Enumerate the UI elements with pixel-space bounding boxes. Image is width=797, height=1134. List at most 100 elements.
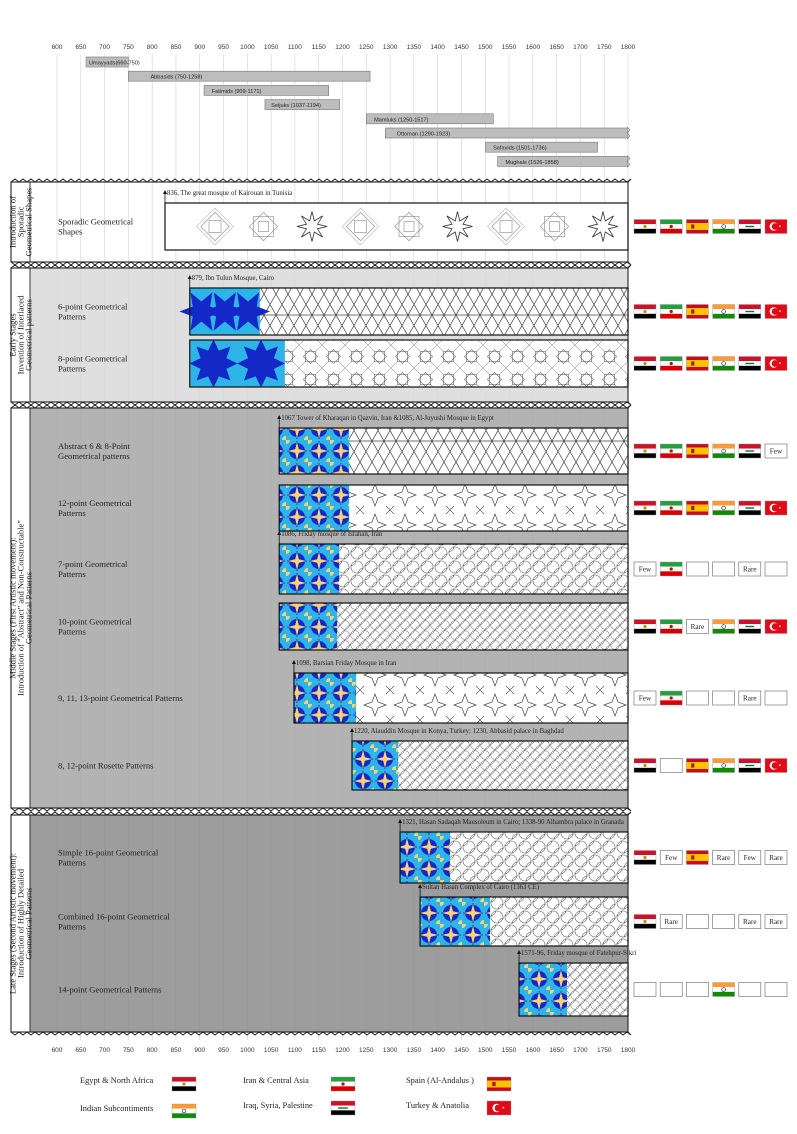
strip-frame <box>518 962 629 1017</box>
dynasty-label: Ottoman (1290-1923) <box>397 132 451 138</box>
flag-eg-icon <box>633 500 657 516</box>
sporadic-shape <box>248 211 279 242</box>
strip-frame <box>189 287 629 336</box>
flag-tr-icon <box>764 758 788 773</box>
region-cell <box>659 914 683 929</box>
dynasty-bar <box>128 70 371 82</box>
axis-tick-bottom: 1400 <box>430 1047 445 1054</box>
zigzag-border <box>10 401 632 406</box>
pattern-fill <box>279 603 628 650</box>
colored-star <box>202 292 247 331</box>
dynasty-bar <box>203 85 330 96</box>
stage-label-line: Geometrical Patterns <box>24 887 34 960</box>
row-label: 8, 12-point Rosette Patterns <box>58 761 154 771</box>
region-cells <box>633 500 788 516</box>
region-cell <box>686 619 709 634</box>
row-label: Geometrical patterns <box>58 451 130 461</box>
legend-label: Iraq, Syria, Palestine <box>243 1101 313 1110</box>
region-cell <box>712 914 735 929</box>
region-cell-text: Rare <box>717 854 731 862</box>
flag-iq-icon <box>330 1100 356 1116</box>
row-label: Patterns <box>58 921 86 931</box>
row-label: Patterns <box>58 626 86 636</box>
row-label: Patterns <box>58 508 86 518</box>
region-cells <box>633 356 788 371</box>
region-cell-text: Few <box>744 854 757 862</box>
stage-label-line: Introduction of "Abstract" and Non-Const… <box>16 520 26 696</box>
axis-tick-top: 850 <box>171 44 182 51</box>
axis-tick-top: 1600 <box>526 44 541 51</box>
dynasty-bar <box>497 156 629 167</box>
axis-tick-top: 1000 <box>240 44 255 51</box>
region-cell <box>738 982 762 997</box>
region-cell <box>738 561 762 577</box>
dynasty-bar <box>85 56 129 68</box>
flag-iq-icon <box>738 619 761 634</box>
flag-in-icon <box>712 619 735 634</box>
region-cell <box>712 561 735 577</box>
row-label: Combined 16-point Geometrical <box>58 912 170 922</box>
region-cell-text: Few <box>770 448 783 456</box>
flag-in-icon <box>712 356 735 371</box>
colored-pattern-sample <box>352 741 399 790</box>
pattern-strip <box>165 203 628 250</box>
axis-tick-bottom: 950 <box>218 1047 229 1054</box>
row-annotation: 836, The great mosque of Kairouan in Tun… <box>167 190 292 197</box>
legend-item: Iraq, Syria, Palestine <box>243 1100 356 1116</box>
stage-label: Middle Stages (First Artistic movement):… <box>7 520 33 696</box>
region-cell-text: Rare <box>743 566 757 574</box>
axis-tick-top: 1700 <box>573 44 588 51</box>
axis-tick-bottom: 1650 <box>549 1047 564 1054</box>
legend-label: Spain (Al-Andalus ) <box>406 1076 474 1085</box>
axis-tick-bottom: 1250 <box>359 1047 374 1054</box>
axis-tick-bottom: 850 <box>171 1047 182 1054</box>
axis-tick-top: 1400 <box>430 44 445 51</box>
colored-star <box>226 292 271 331</box>
flag-in-icon <box>712 500 735 516</box>
region-cell <box>764 914 788 929</box>
axis-tick-top: 900 <box>194 44 205 51</box>
dynasty-label: Abbasids (750-1258) <box>150 75 202 81</box>
region-cell <box>764 982 788 997</box>
axis-tick-bottom: 800 <box>147 1047 158 1054</box>
stage-label-line: Early Stages <box>7 313 17 357</box>
colored-pattern-sample <box>400 832 451 883</box>
region-cell-text: Few <box>639 566 652 574</box>
flag-ir-icon <box>660 443 683 459</box>
zigzag-border <box>10 807 632 812</box>
region-cell <box>764 443 788 459</box>
region-cell <box>633 982 657 997</box>
flag-iq-icon <box>738 500 761 516</box>
strip-frame <box>399 831 629 884</box>
region-cell <box>633 561 657 577</box>
colored-pattern-sample <box>420 897 491 946</box>
flag-eg-icon <box>633 443 657 459</box>
flag-es-icon <box>686 304 709 319</box>
flag-eg-icon <box>633 914 657 929</box>
legend-label: Indian Subcontiments <box>80 1104 153 1113</box>
flag-ir-icon <box>660 356 683 371</box>
legend-item: Turkey & Anatolia <box>406 1100 512 1116</box>
stage-label-line: Invention of Interlaced <box>16 295 26 374</box>
zigzag-border <box>10 261 632 266</box>
dynasty-bar <box>485 141 598 153</box>
axis-tick-bottom: 1700 <box>573 1047 588 1054</box>
region-cell-text: Rare <box>769 918 783 926</box>
row-label: 12-point Geometrical <box>58 498 132 508</box>
flag-tr-icon <box>764 619 788 634</box>
region-cell-text: Rare <box>743 918 757 926</box>
axis-tick-top: 1100 <box>288 44 302 51</box>
flag-eg-icon <box>633 758 657 773</box>
zigzag-border <box>10 264 632 269</box>
sporadic-shape <box>341 207 380 246</box>
axis-tick-top: 600 <box>52 44 63 51</box>
